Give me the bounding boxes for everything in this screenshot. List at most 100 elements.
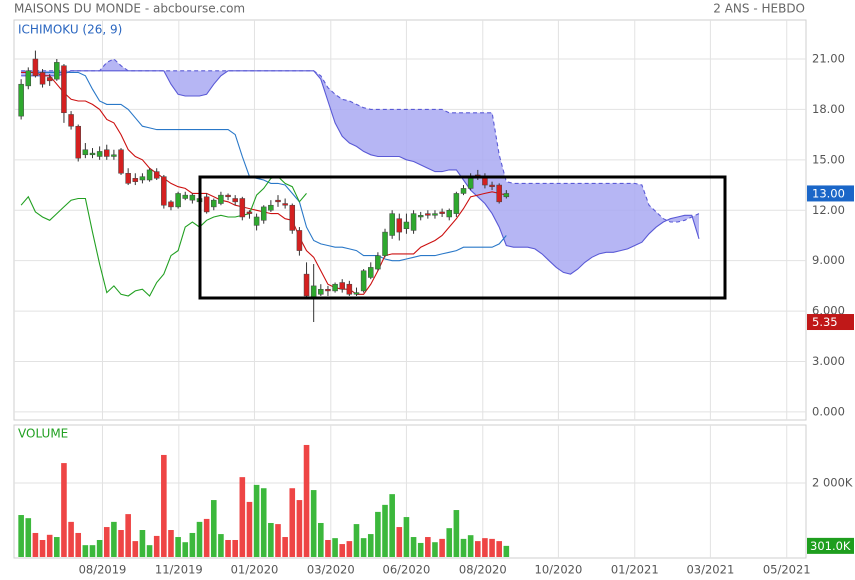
volume-bar [68,521,74,557]
volume-bar [396,527,403,557]
x-tick-label: 10/2020 [535,563,583,577]
volume-bar [39,539,46,557]
candle-body [89,152,96,156]
volume-badge [807,537,854,554]
candle-body [175,193,181,208]
volume-bar [175,537,181,557]
volume-bar [310,490,317,557]
ichimoku-cloud [21,59,700,275]
candle-body [389,213,395,236]
volume-bar [161,454,167,557]
price-badge [807,314,854,331]
volume-bar [232,539,238,557]
price-badge [807,185,854,202]
candle-body [296,230,303,251]
volume-bar [453,510,460,557]
candle-body [118,149,124,174]
candle-body [275,199,281,203]
y-tick-label: 9.000 [812,253,845,267]
volume-bar [339,544,346,557]
candle-body [146,169,153,181]
volume-bar [268,522,274,557]
volume-bar [382,504,388,557]
candle-body [417,215,424,218]
x-tick-label: 01/2020 [231,563,279,577]
highlight-box [198,175,727,300]
y-tick-label: 3.000 [812,354,845,368]
candle-body [132,178,139,182]
volume-bar [417,542,424,557]
candle-body [325,288,331,292]
price-badge-label: 5.35 [812,315,838,329]
volume-bar [125,514,131,557]
candle-body [96,151,103,157]
y-tick-label: 2 000K [812,476,853,490]
volume-bar [375,511,381,557]
candle-body [453,193,460,214]
candle-body [425,213,431,216]
volume-bar [332,538,338,557]
volume-panel-title: VOLUME [18,427,68,441]
candle-body [403,221,410,229]
x-tick-label: 05/2021 [763,563,811,577]
candle-body [168,201,174,208]
x-tick-label: 08/2019 [79,563,127,577]
volume-bar [32,532,39,557]
candle-body [111,154,117,157]
volume-bar [282,537,288,557]
candle-body [303,273,310,297]
candle-body [360,270,367,292]
indicator-line [20,175,307,297]
price-badge-label: 13.00 [812,186,845,200]
header-period: 2 ANS - HEBDO [713,2,805,16]
candle-body [39,72,46,85]
price-panel-title: ICHIMOKU (26, 9) [18,23,122,37]
candle-body [353,292,360,295]
candle-body [382,231,388,256]
volume-bar [260,488,267,557]
candle-body [310,285,317,298]
candle-body [446,210,452,218]
x-tick-label: 11/2019 [155,563,203,577]
price-panel [13,19,807,421]
volume-bar [196,521,203,557]
volume-bar [496,541,502,557]
volume-bar [168,530,174,557]
volume-bar [460,538,467,557]
volume-bar [482,538,488,557]
candle-body [68,114,74,127]
candle-body [332,283,338,292]
volume-bar [389,494,395,557]
candle-body [460,188,467,194]
candle-body [239,198,246,218]
volume-bar [61,463,67,557]
volume-bar [353,524,360,557]
candle-body [339,282,345,290]
volume-bar [75,532,82,557]
candle-body [253,216,260,226]
candle-body [225,194,231,198]
candle-body [25,70,32,87]
volume-bar [325,539,331,557]
candle-body [139,176,146,181]
candle-body [75,125,81,159]
volume-bar [346,541,353,557]
volume-bar [474,541,481,557]
y-tick-label: 15.00 [812,152,845,166]
candle-body [368,267,374,278]
volume-bar [289,488,296,557]
volume-bar [367,534,374,557]
y-tick-label: 0.000 [812,404,845,418]
volume-bar [318,522,324,557]
volume-bar [111,521,117,557]
x-tick-label: 01/2021 [611,563,659,577]
volume-bar [132,541,139,557]
volume-bar [303,444,310,557]
volume-bar [410,537,417,557]
candle-body [189,194,196,201]
candle-body [104,149,110,157]
volume-bar [225,539,231,557]
volume-bar [403,517,410,557]
header-title: MAISONS DU MONDE - abcbourse.com [14,2,245,16]
